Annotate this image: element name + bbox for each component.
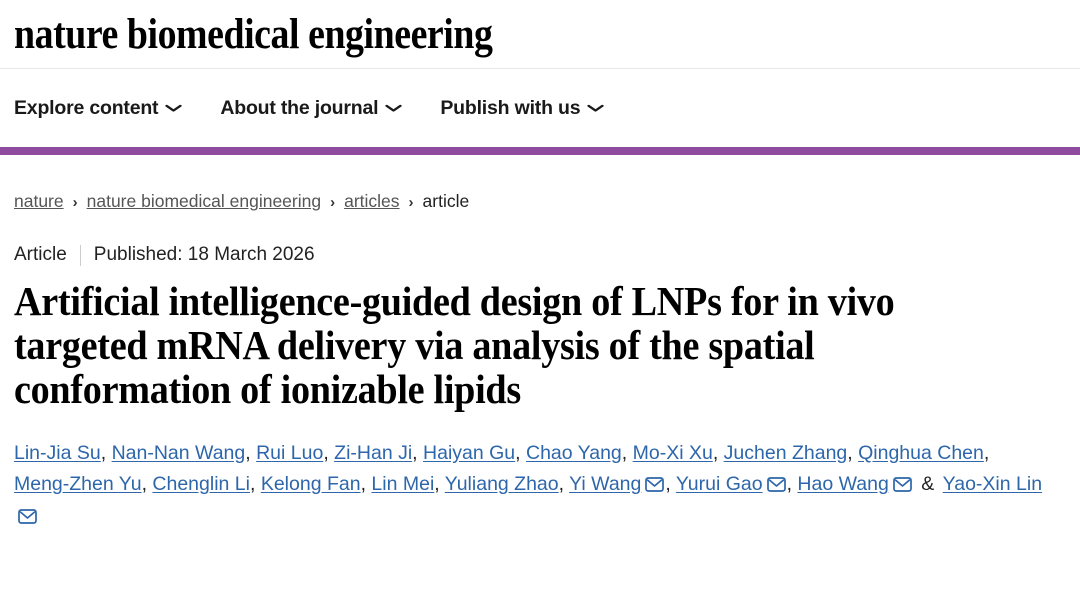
- author-link[interactable]: Meng-Zhen Yu: [14, 473, 142, 496]
- author-link[interactable]: Chenglin Li: [152, 473, 250, 496]
- author-separator: ,: [100, 441, 112, 464]
- nav-item-label: Explore content: [14, 96, 159, 119]
- breadcrumb-item-nature[interactable]: nature: [14, 191, 64, 211]
- breadcrumb-item-journal[interactable]: nature biomedical engineering: [86, 191, 322, 211]
- breadcrumb-separator-icon: ›: [408, 194, 414, 211]
- author-list: Lin-Jia Su, Nan-Nan Wang, Rui Luo, Zi-Ha…: [14, 438, 1066, 533]
- nav-item-publish-with-us[interactable]: Publish with us: [440, 96, 605, 120]
- breadcrumb-separator-icon: ›: [330, 194, 336, 211]
- author-link[interactable]: Nan-Nan Wang: [111, 441, 246, 464]
- author-link[interactable]: Haiyan Gu: [423, 441, 516, 464]
- author-link[interactable]: Kelong Fan: [260, 473, 361, 496]
- author-link[interactable]: Juchen Zhang: [723, 441, 848, 464]
- author-link[interactable]: Zi-Han Ji: [334, 441, 413, 464]
- author-link[interactable]: Yao-Xin Lin: [942, 473, 1043, 496]
- chevron-down-icon: [587, 102, 605, 114]
- author-link[interactable]: Lin Mei: [371, 473, 435, 496]
- author-separator: ,: [983, 441, 990, 464]
- author-link[interactable]: Rui Luo: [256, 441, 324, 464]
- author-link[interactable]: Yurui Gao: [675, 473, 763, 496]
- author-separator: ,: [786, 473, 798, 496]
- author-separator: ,: [712, 441, 724, 464]
- article-meta: Article Published: 18 March 2026: [14, 244, 1066, 266]
- breadcrumb: nature › nature biomedical engineering ›…: [14, 191, 1066, 212]
- chevron-down-icon: [165, 102, 183, 114]
- author-separator: ,: [558, 473, 570, 496]
- author-link[interactable]: Qinghua Chen: [858, 441, 984, 464]
- author-link[interactable]: Yuliang Zhao: [444, 473, 559, 496]
- journal-accent-bar: [0, 147, 1080, 155]
- breadcrumb-item-articles[interactable]: articles: [344, 191, 400, 211]
- author-separator: ,: [665, 473, 676, 496]
- journal-logo[interactable]: nature biomedical engineering: [14, 10, 493, 58]
- breadcrumb-separator-icon: ›: [72, 194, 78, 211]
- nav-item-about-the-journal[interactable]: About the journal: [220, 96, 403, 120]
- author-link[interactable]: Chao Yang: [526, 441, 622, 464]
- meta-divider: [79, 244, 81, 266]
- author-separator: ,: [515, 441, 526, 464]
- article-type-label: Article: [14, 244, 67, 265]
- author-link[interactable]: Lin-Jia Su: [14, 441, 101, 464]
- author-separator: ,: [412, 441, 424, 464]
- author-separator: ,: [847, 441, 859, 464]
- envelope-icon[interactable]: [645, 477, 665, 493]
- author-separator: ,: [141, 473, 153, 496]
- breadcrumb-item-current: article: [422, 191, 470, 211]
- author-link[interactable]: Yi Wang: [569, 473, 642, 496]
- author-link[interactable]: Mo-Xi Xu: [632, 441, 713, 464]
- publication-date: Published: 18 March 2026: [93, 244, 315, 265]
- author-separator: ,: [434, 473, 445, 496]
- article-header-region: nature › nature biomedical engineering ›…: [0, 191, 1080, 532]
- author-separator: ,: [621, 441, 633, 464]
- author-link[interactable]: Hao Wang: [797, 473, 889, 496]
- envelope-icon[interactable]: [766, 477, 786, 493]
- envelope-icon[interactable]: [18, 508, 37, 524]
- author-separator: ,: [249, 473, 261, 496]
- site-masthead: nature biomedical engineering: [0, 0, 1080, 69]
- nav-item-label: About the journal: [220, 96, 379, 119]
- envelope-icon[interactable]: [892, 477, 912, 493]
- nav-item-label: Publish with us: [440, 96, 581, 119]
- chevron-down-icon: [385, 102, 403, 114]
- author-separator: ,: [245, 441, 257, 464]
- primary-navigation: Explore content About the journal Publis…: [0, 69, 1080, 147]
- article-title: Artificial intelligence-guided design of…: [14, 278, 895, 412]
- author-separator: ,: [323, 441, 335, 464]
- author-separator: &: [915, 473, 940, 496]
- nav-item-explore-content[interactable]: Explore content: [14, 96, 183, 120]
- author-separator: ,: [360, 473, 372, 496]
